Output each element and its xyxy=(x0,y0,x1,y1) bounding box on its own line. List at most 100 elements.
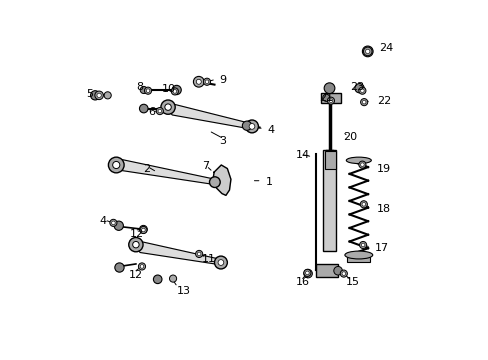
Text: 19: 19 xyxy=(376,164,390,174)
Circle shape xyxy=(144,87,151,94)
Bar xyxy=(315,264,337,277)
Circle shape xyxy=(104,92,111,99)
Circle shape xyxy=(112,161,120,168)
Circle shape xyxy=(341,272,345,275)
Text: 17: 17 xyxy=(374,243,388,253)
Circle shape xyxy=(322,94,329,102)
Circle shape xyxy=(140,86,147,94)
Circle shape xyxy=(193,76,203,87)
Text: 4: 4 xyxy=(100,216,107,226)
Text: 21: 21 xyxy=(319,93,333,103)
Circle shape xyxy=(172,85,181,95)
Circle shape xyxy=(362,46,372,57)
Circle shape xyxy=(114,221,123,230)
Circle shape xyxy=(365,49,369,54)
Text: 18: 18 xyxy=(376,203,390,213)
Circle shape xyxy=(328,99,332,103)
Circle shape xyxy=(90,91,100,100)
Text: 8: 8 xyxy=(136,82,143,92)
Circle shape xyxy=(161,100,175,114)
Circle shape xyxy=(203,78,210,85)
Polygon shape xyxy=(135,242,222,265)
Circle shape xyxy=(111,221,115,225)
Circle shape xyxy=(115,263,124,272)
Text: 6: 6 xyxy=(148,107,155,117)
Text: 20: 20 xyxy=(342,132,356,142)
Text: 14: 14 xyxy=(296,150,310,160)
Bar xyxy=(346,255,369,262)
Circle shape xyxy=(139,104,148,113)
Circle shape xyxy=(360,99,367,106)
Circle shape xyxy=(333,266,342,275)
Circle shape xyxy=(132,242,139,248)
Circle shape xyxy=(248,123,254,129)
Circle shape xyxy=(340,270,346,277)
Circle shape xyxy=(140,226,147,234)
Circle shape xyxy=(354,84,364,93)
Circle shape xyxy=(326,97,334,104)
Circle shape xyxy=(164,104,171,111)
Text: 16: 16 xyxy=(296,277,310,287)
Circle shape xyxy=(128,238,143,252)
Circle shape xyxy=(358,87,365,94)
Circle shape xyxy=(303,269,312,278)
Text: 11: 11 xyxy=(201,253,215,264)
Circle shape xyxy=(360,89,364,93)
Circle shape xyxy=(205,80,208,84)
Circle shape xyxy=(138,263,145,270)
Circle shape xyxy=(214,256,227,269)
Circle shape xyxy=(358,161,365,168)
Circle shape xyxy=(361,243,364,247)
Circle shape xyxy=(171,88,178,95)
Text: 13: 13 xyxy=(176,286,190,296)
Text: 12: 12 xyxy=(130,229,144,239)
Circle shape xyxy=(245,120,258,133)
Circle shape xyxy=(156,108,163,114)
Circle shape xyxy=(97,93,101,98)
Circle shape xyxy=(361,203,365,206)
Circle shape xyxy=(153,275,162,284)
Circle shape xyxy=(158,109,162,113)
Circle shape xyxy=(218,260,224,265)
Circle shape xyxy=(140,265,143,268)
Circle shape xyxy=(324,83,334,94)
Text: 7: 7 xyxy=(201,161,208,171)
Polygon shape xyxy=(166,104,252,129)
Circle shape xyxy=(95,91,103,100)
Circle shape xyxy=(173,90,176,93)
Circle shape xyxy=(305,271,308,275)
Circle shape xyxy=(110,219,117,226)
Polygon shape xyxy=(115,159,215,185)
Circle shape xyxy=(146,89,149,93)
Circle shape xyxy=(139,225,147,233)
Circle shape xyxy=(169,275,176,282)
Circle shape xyxy=(363,47,371,56)
Text: 23: 23 xyxy=(349,82,363,92)
Circle shape xyxy=(360,163,364,166)
Text: 5: 5 xyxy=(86,89,93,99)
Text: 15: 15 xyxy=(346,277,360,287)
Circle shape xyxy=(196,79,201,84)
Text: 10: 10 xyxy=(162,84,175,94)
Polygon shape xyxy=(213,165,230,195)
Text: 9: 9 xyxy=(219,75,226,85)
Circle shape xyxy=(242,121,251,130)
Circle shape xyxy=(303,269,310,276)
Ellipse shape xyxy=(344,251,372,259)
Circle shape xyxy=(197,252,201,256)
Text: 2: 2 xyxy=(142,164,149,174)
Circle shape xyxy=(365,49,369,54)
Bar xyxy=(323,150,335,251)
Circle shape xyxy=(209,177,220,188)
Circle shape xyxy=(195,250,203,257)
Text: 4: 4 xyxy=(267,125,274,135)
Circle shape xyxy=(142,228,145,232)
Text: 22: 22 xyxy=(376,96,390,107)
Ellipse shape xyxy=(346,157,370,163)
Bar xyxy=(321,93,340,103)
Text: 1: 1 xyxy=(265,177,272,187)
Circle shape xyxy=(359,242,366,249)
Circle shape xyxy=(108,157,124,173)
Circle shape xyxy=(362,100,365,104)
Text: 24: 24 xyxy=(379,43,393,53)
